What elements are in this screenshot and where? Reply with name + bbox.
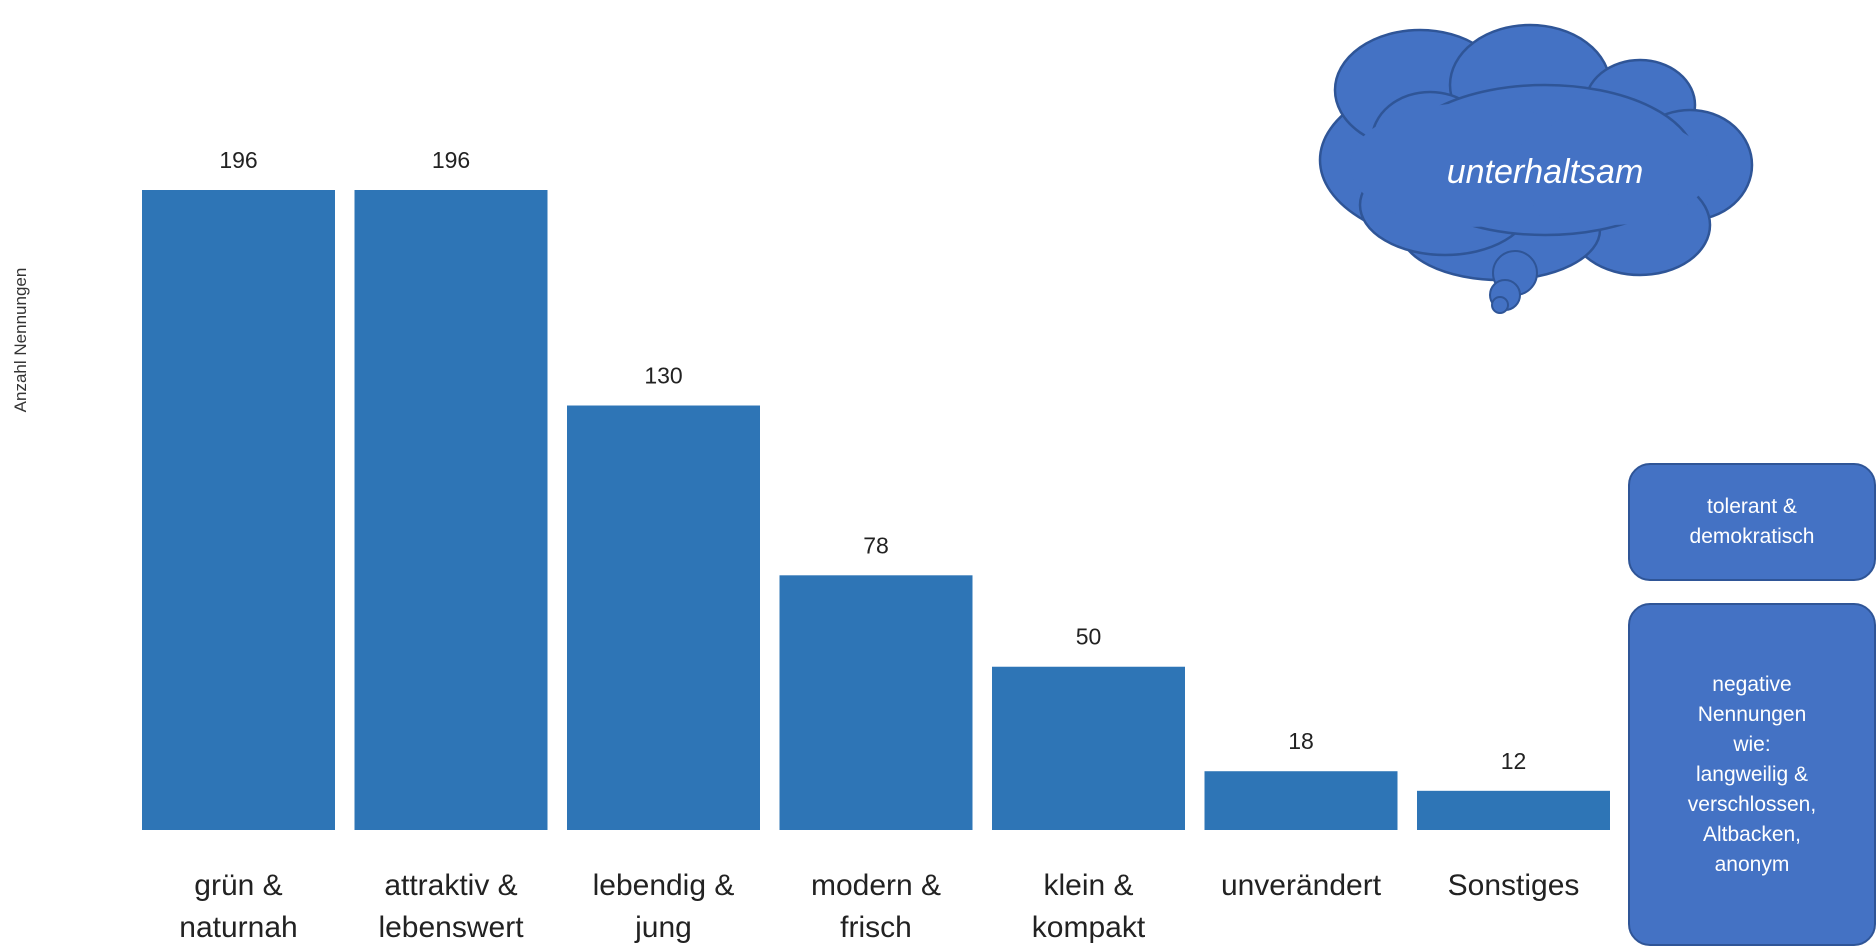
value-label: 196 xyxy=(219,147,257,173)
bar xyxy=(567,405,760,830)
value-label: 130 xyxy=(644,363,682,389)
bar xyxy=(1204,771,1398,830)
category-label: jung xyxy=(634,911,692,944)
bar xyxy=(992,666,1185,830)
category-label: lebenswert xyxy=(378,911,524,944)
category-label: Sonstiges xyxy=(1448,869,1580,902)
category-label: modern & xyxy=(811,869,941,902)
category-label: naturnah xyxy=(179,911,297,944)
value-label: 50 xyxy=(1076,624,1102,650)
bar xyxy=(1417,790,1610,830)
category-label: frisch xyxy=(840,911,912,944)
category-label: unverändert xyxy=(1221,869,1382,902)
category-label: grün & xyxy=(194,869,282,902)
category-label: kompakt xyxy=(1032,911,1146,944)
value-label: 78 xyxy=(863,532,889,558)
category-label: klein & xyxy=(1043,869,1133,902)
bar xyxy=(354,190,548,830)
bar xyxy=(779,575,973,830)
cloud-text: unterhaltsam xyxy=(1447,153,1644,191)
value-label: 18 xyxy=(1288,728,1314,754)
callout-tolerant: tolerant & demokratisch xyxy=(1628,463,1876,581)
category-label: attraktiv & xyxy=(384,869,517,902)
value-label: 12 xyxy=(1501,748,1527,774)
value-label: 196 xyxy=(432,147,470,173)
thought-cloud xyxy=(1318,23,1754,314)
category-label: lebendig & xyxy=(593,869,735,902)
bar xyxy=(142,190,335,830)
y-axis-label: Anzahl Nennungen xyxy=(11,268,30,413)
callout-negative: negative Nennungen wie: langweilig & ver… xyxy=(1628,603,1876,946)
